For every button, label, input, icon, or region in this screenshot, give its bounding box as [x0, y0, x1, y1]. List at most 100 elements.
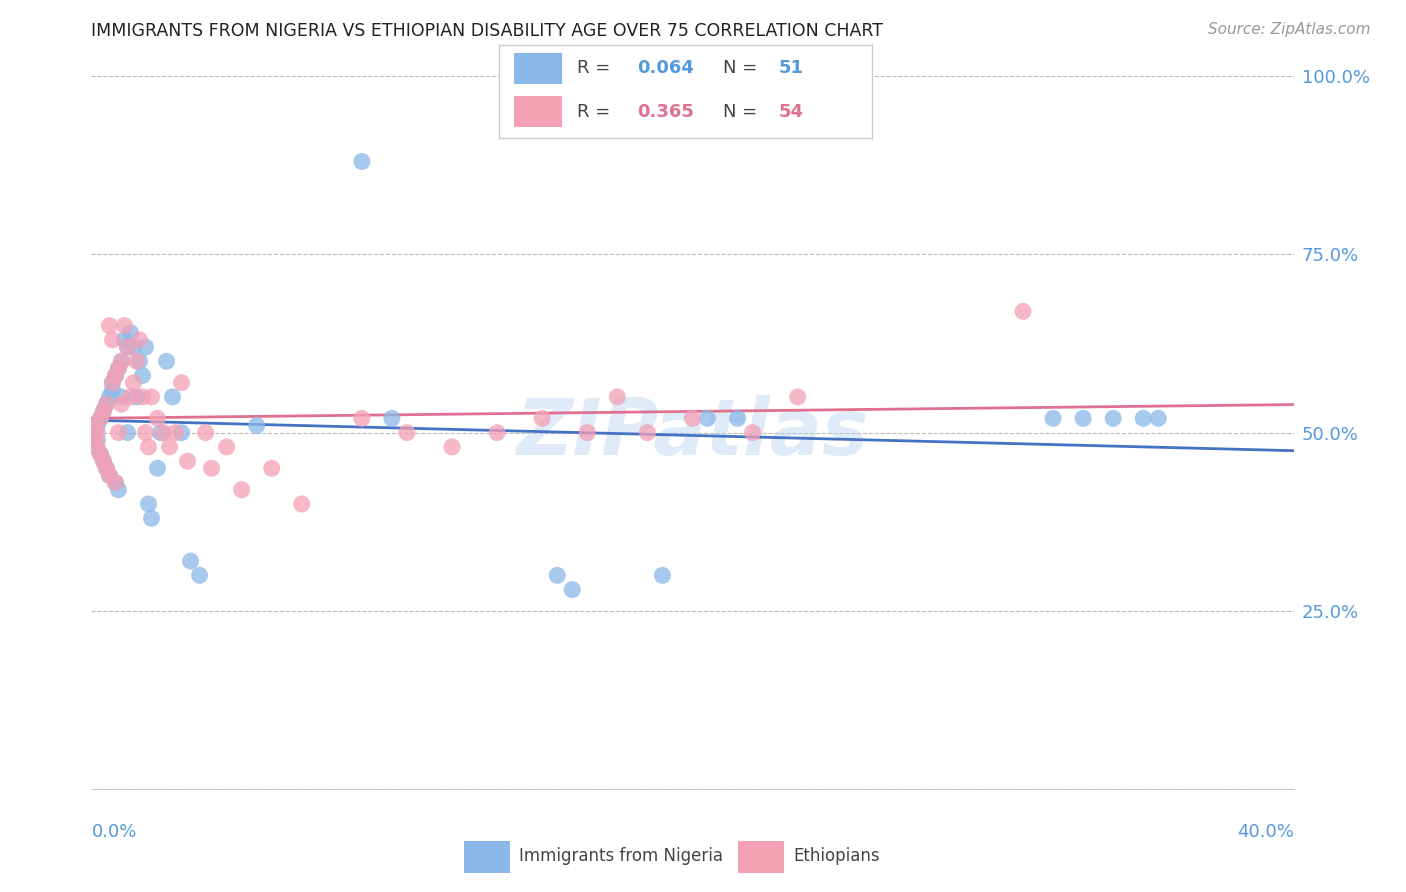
Point: [636, 425, 658, 440]
Point: [107, 361, 129, 376]
Point: [114, 333, 136, 347]
Point: [104, 475, 127, 490]
Point: [134, 425, 156, 440]
Point: [395, 425, 418, 440]
Point: [89, 447, 111, 461]
Point: [86, 433, 108, 447]
Point: [141, 511, 163, 525]
Point: [131, 368, 153, 383]
Point: [104, 368, 127, 383]
Point: [83, 433, 105, 447]
Point: [125, 354, 148, 368]
Text: 40.0%: 40.0%: [1237, 823, 1294, 841]
Point: [561, 582, 583, 597]
Point: [114, 318, 136, 333]
Bar: [515, 53, 562, 84]
Point: [107, 425, 129, 440]
Text: 51: 51: [779, 60, 804, 78]
Point: [165, 425, 187, 440]
Text: R =: R =: [578, 103, 616, 120]
Text: Ethiopians: Ethiopians: [793, 847, 880, 865]
Point: [194, 425, 217, 440]
Point: [117, 340, 139, 354]
Point: [89, 447, 111, 461]
Point: [696, 411, 718, 425]
Point: [93, 404, 115, 418]
Text: Source: ZipAtlas.com: Source: ZipAtlas.com: [1208, 22, 1371, 37]
Point: [215, 440, 238, 454]
Point: [146, 411, 169, 425]
Point: [101, 383, 124, 397]
Point: [440, 440, 463, 454]
Point: [138, 497, 160, 511]
Point: [291, 497, 314, 511]
Point: [110, 397, 132, 411]
Point: [170, 376, 193, 390]
Point: [138, 440, 160, 454]
Point: [101, 376, 124, 390]
Point: [96, 461, 118, 475]
Bar: [515, 96, 562, 127]
Point: [131, 390, 153, 404]
Point: [231, 483, 253, 497]
Point: [104, 368, 127, 383]
Point: [117, 340, 139, 354]
Point: [188, 568, 211, 582]
Text: 54: 54: [779, 103, 804, 120]
Point: [180, 554, 202, 568]
Point: [110, 354, 132, 368]
Text: 0.064: 0.064: [637, 60, 695, 78]
Point: [110, 354, 132, 368]
Point: [96, 397, 118, 411]
Point: [86, 418, 108, 433]
Point: [93, 454, 115, 468]
Text: N =: N =: [723, 103, 762, 120]
Point: [83, 418, 105, 433]
Point: [1042, 411, 1064, 425]
Point: [1012, 304, 1035, 318]
Point: [155, 354, 177, 368]
Point: [606, 390, 628, 404]
Point: [162, 390, 184, 404]
Point: [260, 461, 283, 475]
Point: [89, 411, 111, 425]
Point: [146, 461, 169, 475]
Point: [101, 333, 124, 347]
Point: [531, 411, 554, 425]
Point: [83, 425, 105, 440]
Point: [1132, 411, 1154, 425]
Point: [98, 468, 121, 483]
Text: 0.0%: 0.0%: [91, 823, 136, 841]
Point: [110, 390, 132, 404]
Point: [128, 333, 150, 347]
Bar: [738, 841, 785, 873]
Point: [1071, 411, 1094, 425]
Point: [120, 326, 142, 340]
Point: [120, 390, 142, 404]
Point: [152, 425, 174, 440]
Point: [101, 376, 124, 390]
Text: R =: R =: [578, 60, 616, 78]
Text: IMMIGRANTS FROM NIGERIA VS ETHIOPIAN DISABILITY AGE OVER 75 CORRELATION CHART: IMMIGRANTS FROM NIGERIA VS ETHIOPIAN DIS…: [91, 22, 883, 40]
Point: [350, 154, 373, 169]
Point: [104, 475, 127, 490]
Point: [134, 340, 156, 354]
Point: [125, 390, 148, 404]
Text: Immigrants from Nigeria: Immigrants from Nigeria: [519, 847, 723, 865]
Point: [98, 390, 121, 404]
Point: [246, 418, 269, 433]
Point: [93, 404, 115, 418]
Point: [681, 411, 703, 425]
Point: [1147, 411, 1170, 425]
Point: [1102, 411, 1125, 425]
Point: [651, 568, 673, 582]
Point: [93, 454, 115, 468]
Text: 0.365: 0.365: [637, 103, 695, 120]
Point: [83, 440, 105, 454]
Point: [98, 318, 121, 333]
Point: [107, 483, 129, 497]
Point: [107, 361, 129, 376]
Point: [727, 411, 749, 425]
Text: N =: N =: [723, 60, 762, 78]
Point: [128, 354, 150, 368]
